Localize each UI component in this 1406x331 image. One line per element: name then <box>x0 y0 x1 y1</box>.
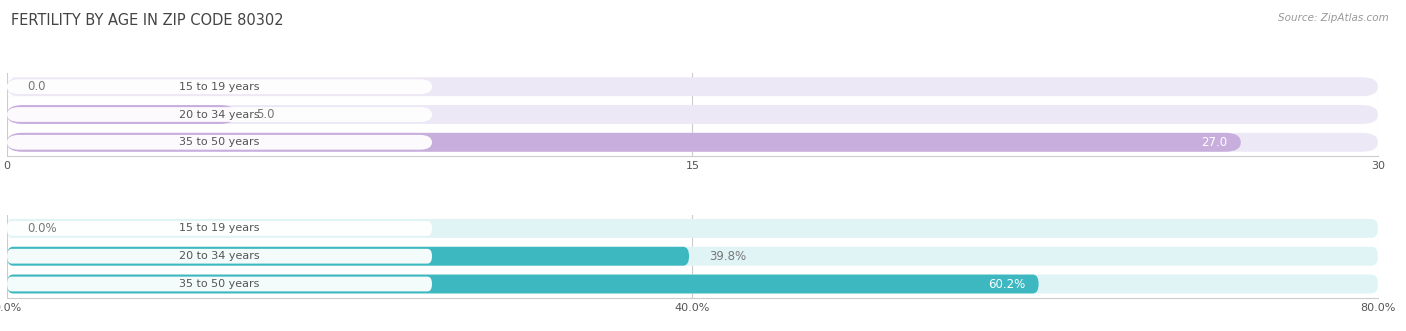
Text: 0.0%: 0.0% <box>28 222 58 235</box>
FancyBboxPatch shape <box>7 274 1039 294</box>
Text: 5.0: 5.0 <box>256 108 274 121</box>
FancyBboxPatch shape <box>7 274 1378 294</box>
Text: 35 to 50 years: 35 to 50 years <box>180 279 260 289</box>
FancyBboxPatch shape <box>7 79 432 94</box>
FancyBboxPatch shape <box>7 135 432 150</box>
Text: 15 to 19 years: 15 to 19 years <box>179 82 260 92</box>
FancyBboxPatch shape <box>7 77 22 96</box>
Text: FERTILITY BY AGE IN ZIP CODE 80302: FERTILITY BY AGE IN ZIP CODE 80302 <box>11 13 284 28</box>
FancyBboxPatch shape <box>7 277 432 291</box>
Text: 15 to 19 years: 15 to 19 years <box>179 223 260 233</box>
FancyBboxPatch shape <box>7 105 1378 124</box>
FancyBboxPatch shape <box>7 107 432 122</box>
FancyBboxPatch shape <box>7 249 432 263</box>
Text: 20 to 34 years: 20 to 34 years <box>179 110 260 119</box>
Text: 60.2%: 60.2% <box>987 277 1025 291</box>
Text: 20 to 34 years: 20 to 34 years <box>179 251 260 261</box>
Text: Source: ZipAtlas.com: Source: ZipAtlas.com <box>1278 13 1389 23</box>
FancyBboxPatch shape <box>7 221 432 236</box>
Text: 27.0: 27.0 <box>1201 136 1227 149</box>
FancyBboxPatch shape <box>7 247 1378 266</box>
FancyBboxPatch shape <box>7 219 1378 238</box>
FancyBboxPatch shape <box>7 77 1378 96</box>
Text: 39.8%: 39.8% <box>710 250 747 263</box>
Text: 35 to 50 years: 35 to 50 years <box>180 137 260 147</box>
FancyBboxPatch shape <box>7 133 1378 152</box>
Text: 0.0: 0.0 <box>28 80 46 93</box>
FancyBboxPatch shape <box>7 247 689 266</box>
FancyBboxPatch shape <box>7 105 235 124</box>
FancyBboxPatch shape <box>7 133 1240 152</box>
FancyBboxPatch shape <box>7 219 13 238</box>
